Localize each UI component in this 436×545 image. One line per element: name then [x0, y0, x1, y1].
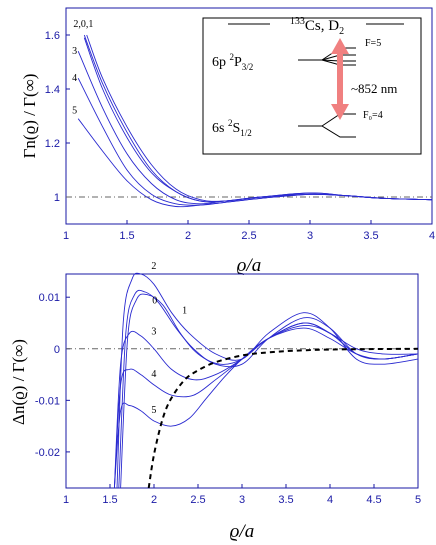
- top-x-axis-label: ϱ/a: [237, 255, 261, 276]
- inset-frame: [202, 17, 422, 155]
- x-tick-label: 4: [429, 230, 435, 242]
- y-tick-label: 1.6: [45, 30, 60, 42]
- y-tick-label: 1.2: [45, 138, 60, 150]
- x-tick-label: 3: [307, 230, 313, 242]
- transition-arrow: [331, 38, 349, 120]
- y-tick-label: -0.02: [35, 447, 60, 459]
- transition-arrow-head-up: [331, 38, 349, 54]
- wavelength-label: ~852 nm: [351, 81, 397, 96]
- inset-title: 133Cs, D2: [290, 16, 344, 37]
- top-curve-labels: 2,0,1 3 4 5: [72, 19, 93, 116]
- x-tick-label: 3: [239, 494, 245, 506]
- curve-label: 3: [151, 326, 156, 337]
- y-tick-label: 1: [54, 192, 60, 204]
- y-tick-label: 1.4: [45, 84, 60, 96]
- curve-label: 2,0,1: [73, 19, 93, 30]
- x-tick-label: 4: [327, 494, 333, 506]
- x-tick-label: 2: [185, 230, 191, 242]
- bottom-plot-frame: [65, 273, 419, 489]
- curve-label: 5: [72, 105, 77, 116]
- bottom-x-axis-label: ϱ/a: [230, 521, 254, 542]
- lower-level-label: 6s 2S1/2: [212, 118, 252, 138]
- y-tick-label: 0.01: [39, 292, 60, 304]
- x-tick-label: 3.5: [278, 494, 293, 506]
- bottom-ticks: 1 1.5 2 2.5 3 3.5 4 4.5 5 -0.02 -0.01 0 0.01: [35, 292, 421, 506]
- upper-level-label: 6p 2P3/2: [212, 52, 253, 72]
- x-tick-label: 4.5: [366, 494, 381, 506]
- curve-label: 4: [151, 369, 156, 380]
- series-line-3: [113, 322, 419, 489]
- curve-label: 2: [151, 261, 156, 272]
- curve-label: 3: [72, 46, 77, 57]
- bottom-y-axis-label: Δn(ϱ) / Γ(∞): [9, 339, 28, 425]
- x-tick-label: 1.5: [102, 494, 117, 506]
- curve-label: 0: [152, 295, 157, 306]
- x-tick-label: 2: [151, 494, 157, 506]
- top-ticks: 1 1.5 2 2.5 3 3.5 4 1 1.2 1.4 1.6: [45, 30, 435, 242]
- y-tick-label: 0: [54, 344, 60, 356]
- series-line-1: [120, 293, 419, 489]
- energy-level-inset: 133Cs, D2 6p 2P3/2 F=5 6s 2S1/2 F₀=4 ~85…: [202, 16, 422, 155]
- top-y-axis-label: Γn(ϱ) / Γ(∞): [20, 74, 39, 159]
- transition-arrow-head-down: [331, 104, 349, 120]
- curve-label: 5: [151, 405, 156, 416]
- series-line-5: [77, 118, 433, 208]
- top-curves: [77, 34, 433, 208]
- series-line-5: [113, 327, 419, 489]
- curve-label: 1: [182, 306, 187, 317]
- bottom-curves: [113, 272, 419, 489]
- bottom-curve-labels: 2 0 1 3 4 5: [151, 261, 187, 416]
- x-tick-label: 3.5: [363, 230, 378, 242]
- curve-label: 4: [72, 73, 77, 84]
- x-tick-label: 5: [415, 494, 421, 506]
- x-tick-label: 1: [63, 230, 69, 242]
- series-line-0: [118, 289, 419, 489]
- x-tick-label: 2.5: [190, 494, 205, 506]
- series-line-4: [113, 325, 419, 489]
- x-tick-label: 1.5: [119, 230, 134, 242]
- y-tick-label: -0.01: [35, 395, 60, 407]
- upper-f-label: F=5: [365, 38, 381, 49]
- x-tick-label: 1: [63, 494, 69, 506]
- top-panel: 1 1.5 2 2.5 3 3.5 4 1 1.2 1.4 1.6 2,0,1 3 4 5 Γn(ϱ) /…: [20, 7, 435, 276]
- lower-f-label: F₀=4: [363, 110, 383, 121]
- series-line-2: [116, 272, 419, 489]
- x-tick-label: 2.5: [241, 230, 256, 242]
